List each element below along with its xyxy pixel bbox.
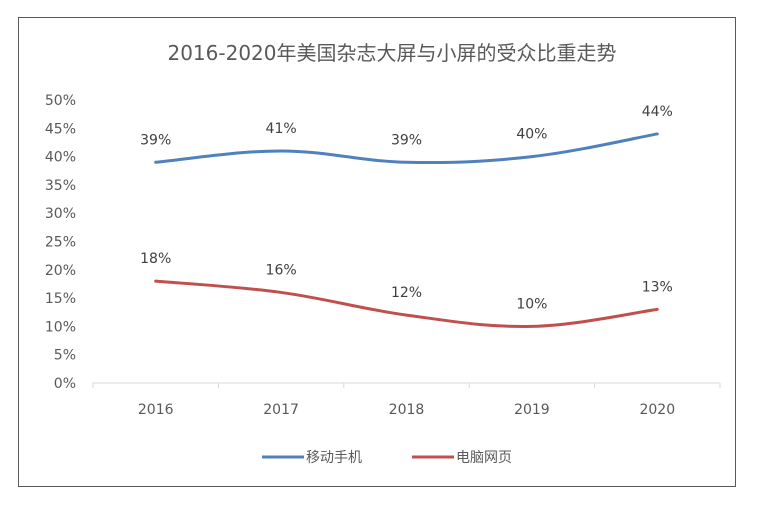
x-axis: 2016 2017 2018 2019 2020 <box>92 382 721 418</box>
x-tick-label: 2020 <box>639 402 675 418</box>
data-label: 41% <box>266 121 297 137</box>
data-label: 12% <box>391 285 422 301</box>
y-tick-label: 10% <box>45 319 76 335</box>
data-label: 44% <box>642 104 673 120</box>
x-tick-label: 2018 <box>389 402 425 418</box>
series-line-1 <box>154 132 659 165</box>
y-tick-label: 15% <box>45 291 76 307</box>
legend-label: 电脑网页 <box>456 450 512 466</box>
data-label: 13% <box>642 279 673 295</box>
y-tick-label: 25% <box>45 235 76 251</box>
y-tick-label: 0% <box>54 376 76 392</box>
y-tick-label: 35% <box>45 178 76 194</box>
chart-title: 2016-2020年美国杂志大屏与小屏的受众比重走势 <box>167 41 616 65</box>
data-label: 39% <box>391 132 422 148</box>
y-tick-label: 50% <box>45 93 76 109</box>
y-tick-label: 20% <box>45 263 76 279</box>
legend-label: 移动手机 <box>306 450 362 466</box>
legend: 移动手机 电脑网页 <box>262 450 512 466</box>
data-label: 18% <box>140 251 171 267</box>
data-label: 40% <box>516 127 547 143</box>
chart-frame <box>18 17 736 487</box>
data-label: 39% <box>140 132 171 148</box>
data-labels: 39% 41% 39% 40% 44% 18% 16% 12% 10% 13% <box>140 104 673 312</box>
data-label: 10% <box>516 296 547 312</box>
data-label: 16% <box>266 262 297 278</box>
y-tick-label: 5% <box>54 348 76 364</box>
y-tick-label: 40% <box>45 150 76 166</box>
x-tick-label: 2016 <box>138 402 174 418</box>
series-line-2 <box>154 279 659 329</box>
y-axis: 0% 5% 10% 15% 20% 25% 30% 35% 40% 45% 50% <box>45 93 76 392</box>
x-tick-label: 2019 <box>514 402 550 418</box>
y-tick-label: 45% <box>45 121 76 137</box>
series-group <box>154 132 659 329</box>
x-tick-label: 2017 <box>263 402 299 418</box>
y-tick-label: 30% <box>45 206 76 222</box>
